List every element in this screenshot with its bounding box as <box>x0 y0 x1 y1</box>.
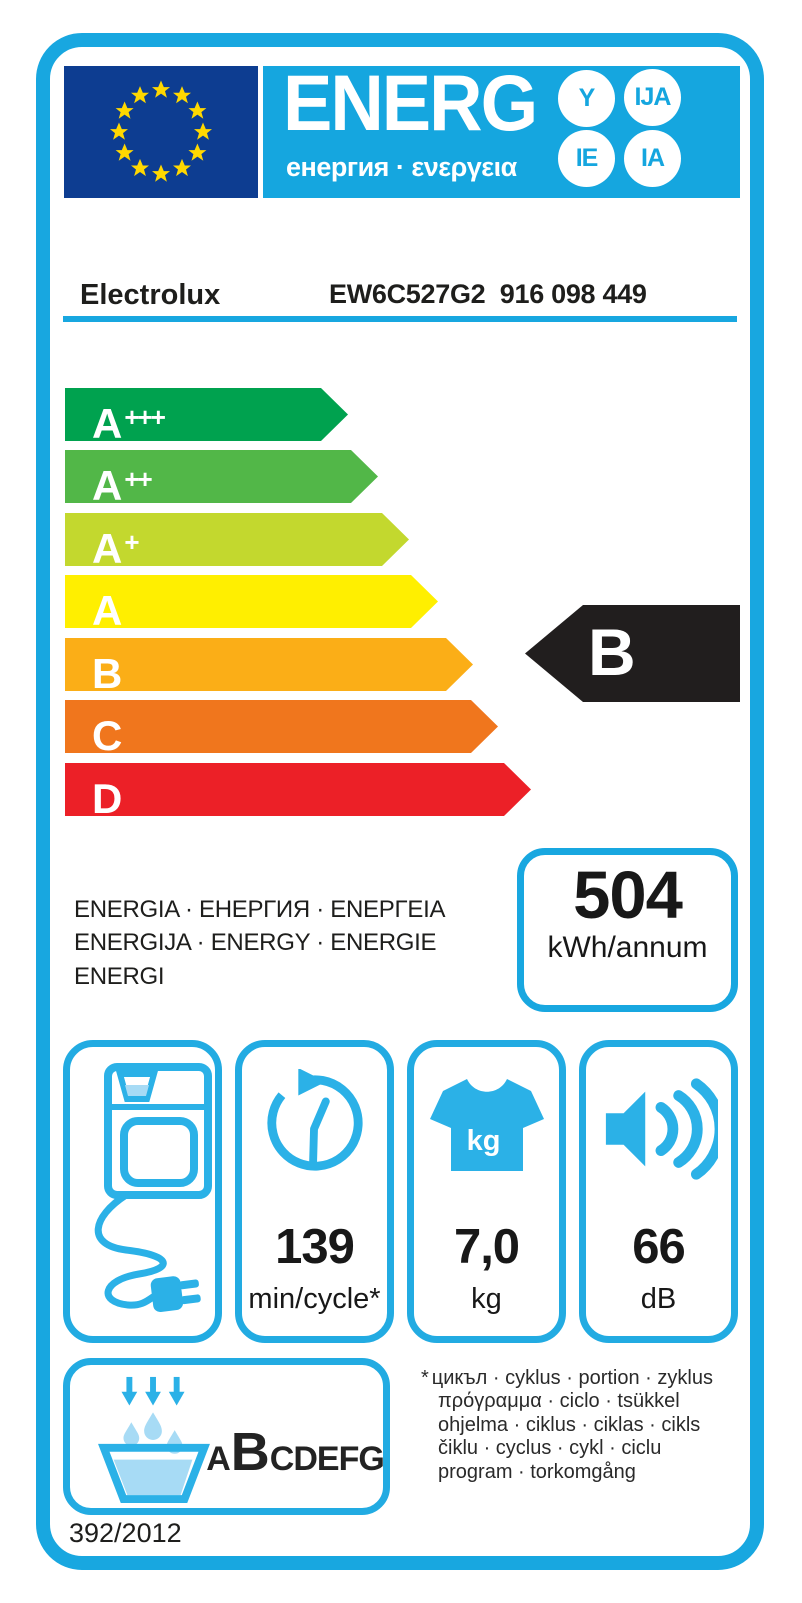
rating-arrow-c: C <box>65 700 498 753</box>
rating-arrow-label: A <box>92 587 123 634</box>
condensation-letters-after: CDEFG <box>269 1440 385 1478</box>
rating-arrow-label: D <box>92 775 123 822</box>
rating-arrow-a+++: A+++ <box>65 388 348 441</box>
cycle-time-unit: min/cycle* <box>248 1283 381 1315</box>
brand-divider <box>63 316 737 322</box>
rating-arrow-d: D <box>65 763 531 816</box>
rating-arrow-label: A++ <box>92 462 151 509</box>
rating-scale: A+++ A++ A+ A B C D <box>65 388 545 818</box>
banner-bubble-ie: IE <box>558 130 615 187</box>
dryer-plug-icon <box>94 1063 212 1313</box>
rating-arrow-a++: A++ <box>65 450 378 503</box>
condensation-box: A B CDEFG <box>63 1358 390 1515</box>
footnote-line: ohjelma · ciklus · ciklas · cikls <box>438 1413 701 1436</box>
cycle-time-box: 139 min/cycle* <box>235 1040 394 1343</box>
eu-stars-icon <box>110 80 212 182</box>
rating-arrow-label: A+++ <box>92 400 164 447</box>
regulation-number: 392/2012 <box>69 1518 182 1548</box>
energy-words: ENERGIA · ЕНЕРГИЯ · ΕΝΕΡΓΕΙΑ ENERGIJA · … <box>74 893 445 993</box>
rating-arrow-b: B <box>65 638 473 691</box>
cycle-footnote: * цикъл · cyklus · portion · zyklus πρόγρ… <box>421 1367 761 1484</box>
capacity-unit: kg <box>471 1283 502 1315</box>
tshirt-icon <box>429 1079 544 1171</box>
condensation-letters-before: A <box>206 1440 231 1478</box>
label-border <box>36 33 764 1570</box>
model-number: EW6C527G2 916 098 449 <box>329 279 647 309</box>
energy-words-line: ENERGIJA · ENERGY · ENERGIE <box>74 929 437 957</box>
banner-bubble-y: Y <box>558 70 615 127</box>
cycle-time-value: 139 <box>275 1220 355 1274</box>
rating-arrow-a+: A+ <box>65 513 409 566</box>
energy-words-line: ENERGIA · ЕНЕРГИЯ · ΕΝΕΡΓΕΙΑ <box>74 896 446 923</box>
condensation-rating-letter: B <box>230 1422 270 1482</box>
annual-consumption-box: 504 kWh/annum <box>517 848 738 1012</box>
consumption-unit: kWh/annum <box>547 931 708 964</box>
rating-arrow-label: A+ <box>92 525 138 572</box>
energy-words-line: ENERGI <box>74 962 165 990</box>
banner-title: ENERG <box>283 59 538 148</box>
footnote-line: * цикъл · cyklus · portion · zyklus <box>421 1367 713 1389</box>
capacity-value: 7,0 <box>453 1220 520 1274</box>
rating-arrow-label: C <box>92 712 123 759</box>
noise-unit: dB <box>640 1283 677 1315</box>
speaker-icon <box>605 1078 718 1180</box>
banner-subtitle: енергия · ενεργεια <box>286 152 517 182</box>
footnote-line: program · torkomgång <box>438 1460 636 1483</box>
rating-arrow-label: B <box>92 650 123 697</box>
power-connection-box <box>63 1040 222 1343</box>
condensation-scale: A B CDEFG <box>206 1365 385 1508</box>
noise-box: 66 dB <box>579 1040 738 1343</box>
current-rating-letter: B <box>588 615 636 689</box>
cycle-clock-icon <box>266 1069 363 1171</box>
brand-name: Electrolux <box>80 279 221 311</box>
capacity-box: kg 7,0 kg <box>407 1040 566 1343</box>
footnote-line: πρόγραμμα · ciclo · tsükkel <box>438 1390 680 1413</box>
capacity-icon-label: kg <box>466 1125 501 1157</box>
footnote-line: čiklu · cyclus · cykl · ciclu <box>438 1437 662 1460</box>
banner-bubble-ija: IJA <box>624 69 681 126</box>
noise-value: 66 <box>632 1220 686 1274</box>
eu-flag <box>64 66 258 198</box>
consumption-value: 504 <box>573 858 683 933</box>
energy-banner: ENERG енергия · ενεργεια Y IJA IE IA <box>263 59 740 198</box>
rating-arrow-a: A <box>65 575 438 628</box>
condensation-icon <box>98 1376 210 1503</box>
banner-bubble-ia: IA <box>624 130 681 187</box>
footnote-marker: * <box>421 1367 429 1389</box>
